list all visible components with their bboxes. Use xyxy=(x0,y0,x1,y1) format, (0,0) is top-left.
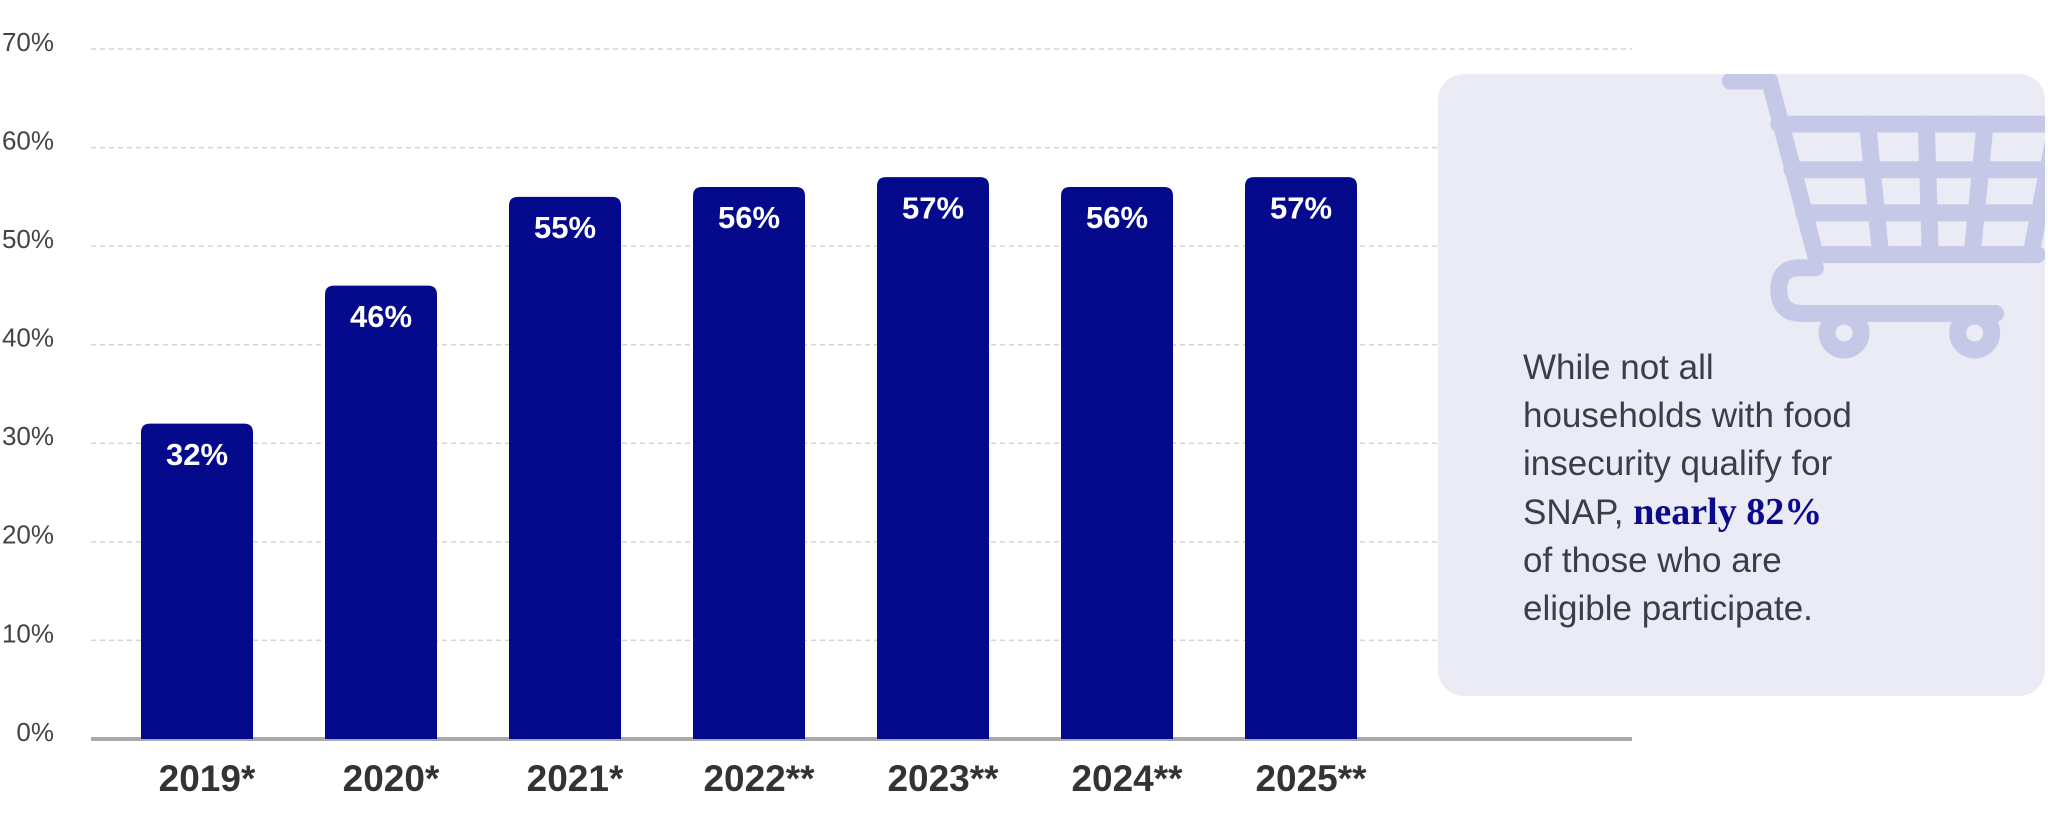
bar xyxy=(325,285,437,739)
x-tick-label: 2022** xyxy=(703,758,815,799)
value-label: 55% xyxy=(534,210,596,245)
y-tick-label: 30% xyxy=(2,421,54,451)
value-label: 46% xyxy=(350,299,412,334)
bar xyxy=(141,423,253,739)
y-tick-label: 10% xyxy=(2,618,54,648)
note-highlight: nearly 82% xyxy=(1633,491,1823,533)
x-tick-label: 2023** xyxy=(887,758,999,799)
value-label: 57% xyxy=(1270,190,1332,225)
callout-text: While not all households with food insec… xyxy=(1523,344,1883,633)
note-text: While not all households with food insec… xyxy=(1523,348,1852,532)
y-tick-label: 50% xyxy=(2,224,54,254)
x-tick-label: 2019* xyxy=(159,758,256,799)
value-label: 56% xyxy=(718,200,780,235)
bar xyxy=(693,187,805,739)
bar xyxy=(1245,177,1357,740)
bar xyxy=(509,196,621,739)
x-tick-label: 2020* xyxy=(343,758,440,799)
cart-icon xyxy=(1721,74,2045,359)
bar xyxy=(877,177,989,740)
value-label: 56% xyxy=(1086,200,1148,235)
y-tick-label: 20% xyxy=(2,520,54,550)
bar xyxy=(1061,187,1173,739)
note-text: of those who are eligible participate. xyxy=(1523,541,1813,628)
x-tick-label: 2025** xyxy=(1255,758,1367,799)
y-tick-label: 70% xyxy=(2,27,54,57)
y-tick-label: 40% xyxy=(2,323,54,353)
y-tick-label: 0% xyxy=(16,717,54,747)
x-tick-label: 2024** xyxy=(1071,758,1183,799)
value-label: 32% xyxy=(166,437,228,472)
value-label: 57% xyxy=(902,190,964,225)
x-tick-label: 2021* xyxy=(527,758,624,799)
y-tick-label: 60% xyxy=(2,125,54,155)
callout-panel xyxy=(1438,74,2045,696)
